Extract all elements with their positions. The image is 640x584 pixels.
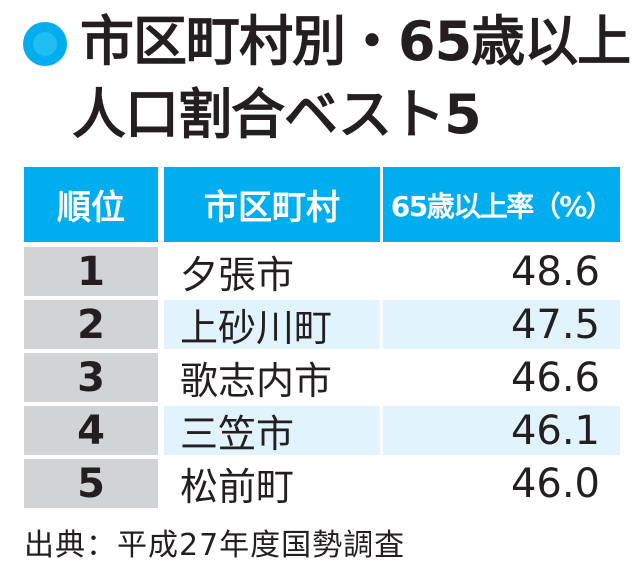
- municipality-cell: 歌志内市: [180, 359, 333, 403]
- rate-cell: 48.6: [510, 248, 600, 295]
- rank-cell: 2: [24, 300, 158, 349]
- header-rank: 順位: [24, 167, 158, 242]
- title-line-1: 市区町村別・65歳以上: [80, 10, 631, 73]
- header-rate: 65歳以上率（%）: [383, 167, 620, 242]
- municipality-cell: 松前町: [180, 465, 295, 509]
- rate-cell: 46.1: [383, 406, 620, 455]
- rank-cell: 3: [24, 353, 158, 402]
- rank-cell: 5: [24, 459, 158, 508]
- circle-bullet-icon: [23, 22, 67, 66]
- rank-cell: 1: [24, 247, 158, 296]
- source-note: 出典：平成27年度国勢調査: [24, 528, 406, 563]
- municipality-cell: 夕張市: [180, 253, 295, 297]
- rate-cell: 46.6: [510, 354, 600, 401]
- rate-cell: 47.5: [383, 300, 620, 349]
- header-municipality: 市区町村: [164, 167, 380, 242]
- title-line-2: 人口割合ベスト5: [72, 83, 482, 146]
- municipality-cell: 上砂川町: [164, 300, 380, 350]
- municipality-cell: 三笠市: [164, 406, 380, 456]
- rank-cell: 4: [24, 406, 158, 455]
- rate-cell: 46.0: [510, 460, 600, 507]
